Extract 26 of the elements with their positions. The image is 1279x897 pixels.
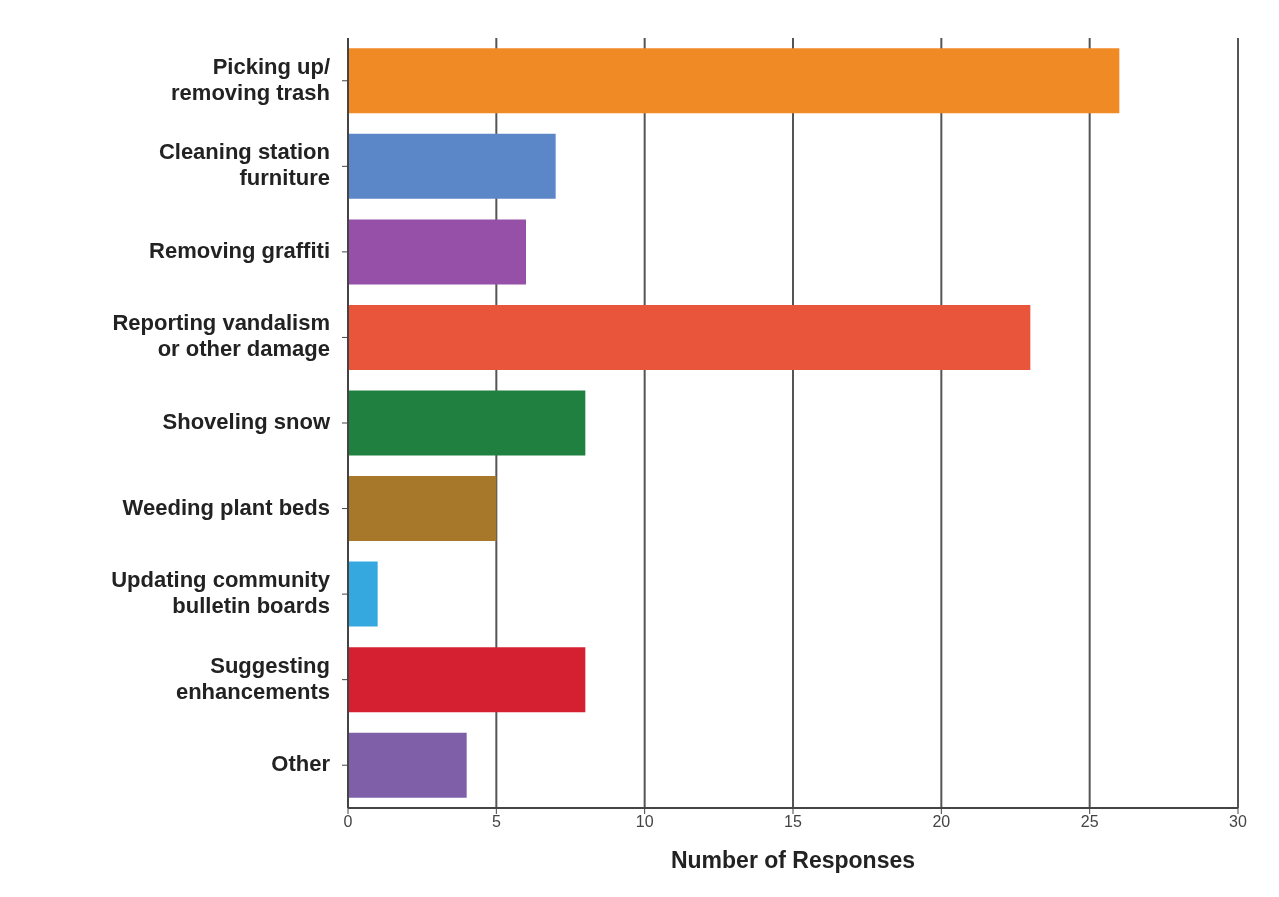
x-axis-title: Number of Responses xyxy=(670,847,916,873)
bar xyxy=(348,133,556,199)
bar xyxy=(348,219,526,285)
bar xyxy=(348,561,378,627)
bar xyxy=(348,390,586,456)
bar xyxy=(348,647,586,713)
y-tick-label: Reporting vandalism or other damage xyxy=(112,310,330,362)
x-tick-label: 0 xyxy=(343,813,353,831)
y-tick-label: Shoveling snow xyxy=(162,408,331,434)
y-tick-label: Removing graffiti xyxy=(149,237,330,263)
x-tick-label: 15 xyxy=(784,813,802,831)
bar xyxy=(348,732,467,798)
y-tick-label: Updating community bulletin boards xyxy=(111,566,331,618)
y-tick-label: Weeding plant beds xyxy=(122,494,330,520)
x-tick-label: 25 xyxy=(1080,813,1099,831)
y-tick-label: Picking up/ removing trash xyxy=(171,53,330,105)
bar xyxy=(348,48,1120,114)
y-tick-label: Cleaning station furniture xyxy=(158,139,330,191)
bar xyxy=(348,476,497,542)
y-tick-label: Suggesting enhancements xyxy=(175,652,330,704)
x-tick-label: 10 xyxy=(635,813,654,831)
x-tick-label: 30 xyxy=(1229,813,1247,831)
y-tick-label: Other xyxy=(271,751,331,777)
x-tick-label: 5 xyxy=(491,813,501,831)
x-tick-label: 20 xyxy=(932,813,951,831)
bar xyxy=(348,304,1031,370)
